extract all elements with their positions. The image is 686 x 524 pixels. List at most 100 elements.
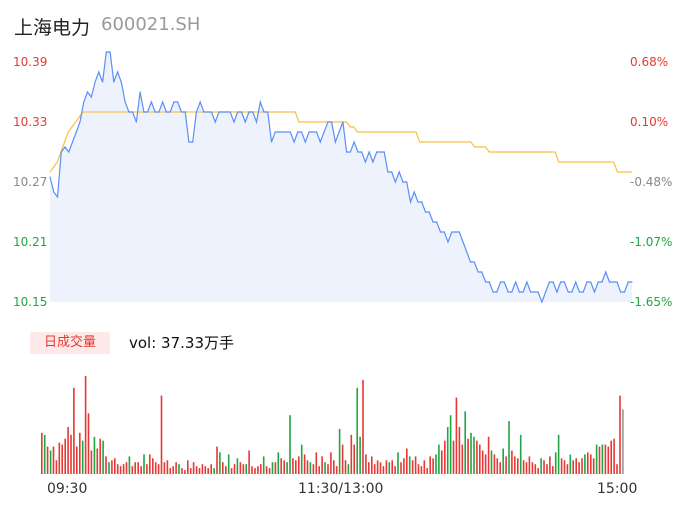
- price-point-87: [376, 151, 378, 153]
- price-point-94: [402, 181, 404, 183]
- price-point-31: [165, 111, 167, 113]
- volume-bar-42: [163, 462, 166, 474]
- price-point-65: [293, 141, 295, 143]
- volume-bar-87: [295, 460, 297, 474]
- volume-bar-158: [502, 448, 505, 474]
- price-point-20: [124, 101, 126, 103]
- volume-bar-19: [96, 448, 99, 474]
- volume-bar-5: [55, 460, 58, 474]
- volume-bar-51: [189, 468, 192, 474]
- volume-summary: vol: 37.33万手: [129, 334, 234, 352]
- volume-bar-187: [587, 452, 589, 474]
- price-point-2: [56, 196, 59, 198]
- price-point-38: [192, 141, 194, 143]
- volume-bar-117: [382, 466, 385, 474]
- volume-bar-162: [514, 456, 516, 474]
- price-point-35: [180, 111, 182, 113]
- price-point-7: [75, 131, 77, 133]
- volume-bar-20: [99, 438, 102, 474]
- volume-bar-15: [84, 376, 87, 474]
- percent-tick-4: -1.65%: [630, 295, 673, 309]
- price-point-150: [612, 281, 614, 283]
- price-point-68: [304, 141, 306, 143]
- volume-bar-8: [64, 438, 67, 474]
- price-point-26: [147, 111, 149, 113]
- price-point-29: [158, 111, 160, 113]
- volume-bar-6: [58, 442, 61, 474]
- volume-bar-90: [303, 454, 306, 474]
- price-point-130: [537, 291, 539, 293]
- price-line: [49, 51, 632, 304]
- volume-bar-73: [254, 468, 256, 474]
- price-point-80: [349, 151, 351, 153]
- price-point-89: [383, 151, 385, 153]
- price-point-59: [270, 141, 273, 143]
- price-point-10: [86, 91, 89, 93]
- price-point-32: [169, 111, 171, 113]
- volume-bar-142: [455, 397, 458, 474]
- percent-tick-1: 0.10%: [630, 115, 669, 129]
- price-point-132: [545, 291, 547, 293]
- volume-bar-3: [49, 450, 52, 474]
- price-point-103: [436, 221, 438, 223]
- volume-bar-21: [102, 440, 104, 474]
- volume-bar-110: [362, 379, 364, 474]
- volume-bar-167: [528, 456, 531, 474]
- volume-bar-26: [116, 464, 119, 474]
- volume-bar-68: [239, 462, 242, 474]
- price-point-0: [49, 176, 51, 178]
- percent-tick-2: -0.48%: [630, 175, 673, 189]
- volume-bar-85: [289, 415, 291, 474]
- volume-bar-131: [423, 460, 426, 474]
- price-point-145: [593, 291, 596, 293]
- volume-bar-156: [496, 458, 499, 474]
- volume-bar-144: [461, 444, 464, 474]
- volume-bar-163: [517, 458, 519, 474]
- price-point-134: [552, 281, 554, 283]
- price-point-73: [323, 131, 325, 133]
- volume-bar-64: [227, 454, 230, 474]
- volume-bar-33: [137, 462, 140, 474]
- price-point-82: [357, 151, 359, 153]
- volume-bar-96: [321, 456, 323, 474]
- volume-bar-81: [277, 452, 280, 474]
- volume-bar-23: [108, 462, 110, 474]
- price-tick-1: 10.33: [13, 115, 48, 129]
- price-point-93: [398, 171, 400, 173]
- price-point-6: [71, 141, 74, 143]
- price-point-14: [102, 81, 104, 83]
- price-point-117: [488, 281, 490, 283]
- price-point-23: [135, 121, 137, 123]
- volume-bar-153: [487, 436, 490, 474]
- price-point-60: [274, 131, 276, 133]
- volume-bar-192: [601, 444, 604, 474]
- volume-bar-114: [373, 464, 376, 474]
- price-point-42: [207, 111, 209, 113]
- volume-tab[interactable]: 日成交量: [30, 332, 110, 354]
- price-point-100: [424, 211, 427, 213]
- volume-bar-182: [572, 460, 575, 474]
- volume-bar-129: [417, 464, 420, 474]
- volume-bar-186: [584, 454, 586, 474]
- volume-bar-112: [368, 462, 370, 474]
- volume-bar-194: [607, 446, 610, 474]
- volume-bar-148: [473, 436, 475, 474]
- volume-bar-13: [79, 432, 81, 474]
- volume-bar-176: [554, 452, 557, 474]
- price-point-115: [481, 271, 483, 273]
- volume-bar-16: [87, 413, 90, 474]
- volume-bar-115: [376, 460, 379, 474]
- volume-bar-93: [312, 464, 315, 474]
- volume-bar-77: [265, 466, 268, 474]
- volume-bar-0: [41, 432, 43, 474]
- volume-bar-145: [464, 411, 467, 474]
- volume-bar-171: [540, 458, 542, 474]
- volume-bar-95: [318, 466, 321, 474]
- price-point-98: [417, 201, 419, 203]
- volume-bar-122: [397, 452, 399, 474]
- price-point-15: [105, 51, 107, 53]
- price-point-54: [252, 111, 254, 113]
- price-point-50: [237, 111, 239, 113]
- price-point-5: [68, 151, 70, 153]
- volume-bar-161: [511, 450, 513, 474]
